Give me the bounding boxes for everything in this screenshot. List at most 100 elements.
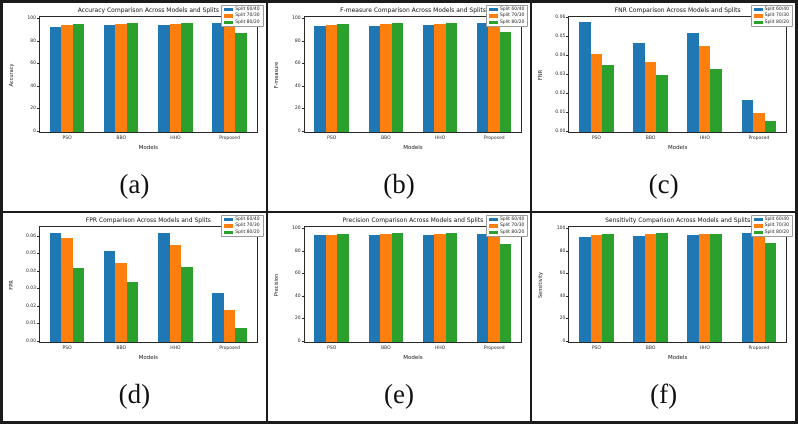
bar-split-80-20 [181, 266, 193, 342]
chart-fnr: FNR Comparison Across Models and Splits … [532, 3, 795, 161]
bar-group [305, 17, 359, 132]
legend-label: Split 80/20 [499, 229, 525, 235]
y-tick-label: 60 [30, 61, 36, 67]
bar-split-80-20 [499, 243, 512, 342]
y-axis-label: FNR [538, 69, 545, 80]
x-tick-label: PSO [591, 345, 601, 351]
legend-swatch [488, 224, 498, 228]
chart-title: FNR Comparison Across Models and Splits [614, 7, 741, 14]
y-tick-mark [37, 85, 40, 87]
y-tick-label: 40 [30, 83, 36, 89]
legend-swatch [488, 14, 498, 18]
bar-split-80-20 [337, 24, 349, 132]
y-tick-mark [37, 270, 40, 272]
bar-group [94, 17, 148, 132]
bar-split-80-20 [391, 232, 404, 342]
bar-split-60-40 [476, 233, 489, 342]
bar-split-70-30 [644, 61, 657, 132]
bar-split-80-20 [126, 22, 139, 132]
bar-split-80-20 [602, 65, 614, 132]
x-tick-label: PSO [591, 135, 601, 141]
bar-split-60-40 [687, 33, 699, 132]
legend-entry: Split 60/40 [224, 7, 260, 12]
bar-split-60-40 [49, 26, 62, 132]
legend: Split 60/40 Split 70/30 Split 80/20 [485, 5, 529, 28]
panel-a: Accuracy Comparison Across Models and Sp… [2, 2, 267, 212]
legend-label: Split 70/30 [499, 223, 525, 229]
y-tick-mark [566, 250, 570, 252]
legend-swatch [488, 7, 498, 12]
legend-entry: Split 80/20 [488, 229, 525, 235]
chart-title: Accuracy Comparison Across Models and Sp… [77, 7, 219, 14]
y-tick-label: 0.02 [25, 303, 36, 309]
y-tick-mark [37, 323, 40, 325]
bar-split-80-20 [235, 327, 247, 342]
y-tick-mark [566, 16, 570, 18]
y-tick-mark [301, 85, 305, 87]
bar-group [467, 17, 521, 132]
chart-f-measure: F-measure Comparison Across Models and S… [268, 3, 531, 161]
x-tick-label: PSO [327, 135, 337, 141]
bar-split-60-40 [741, 233, 754, 342]
bar-split-80-20 [710, 69, 722, 132]
x-tick-label: BBO [381, 135, 391, 141]
legend-entry: Split 70/30 [753, 223, 789, 229]
bar-split-60-40 [422, 25, 435, 132]
bar-split-70-30 [325, 234, 338, 342]
y-tick-label: 20 [294, 106, 301, 112]
bar-split-60-40 [633, 236, 645, 342]
y-tick-label: 0 [33, 129, 36, 134]
bar-split-80-20 [235, 32, 247, 132]
x-tick-label: PSO [62, 345, 72, 351]
x-tick-label: HHO [170, 135, 181, 141]
bar-group [732, 17, 786, 132]
legend-label: Split 60/40 [764, 7, 789, 12]
y-axis-label: FPR [9, 279, 15, 290]
y-tick-mark [37, 305, 40, 307]
bar-split-70-30 [644, 234, 657, 342]
bar-group [569, 227, 623, 342]
legend-entry: Split 70/30 [488, 223, 525, 229]
bar-split-70-30 [380, 234, 392, 342]
legend-entry: Split 70/30 [224, 13, 260, 18]
y-tick-mark [566, 273, 570, 275]
legend-label: Split 70/30 [764, 223, 789, 229]
x-axis-label: Models [138, 355, 159, 361]
bar-split-70-30 [325, 24, 338, 132]
chart-title: Sensitivity Comparison Across Models and… [605, 217, 751, 224]
bar-split-80-20 [337, 234, 349, 342]
bar-split-80-20 [445, 232, 458, 342]
bar-split-70-30 [698, 46, 711, 132]
panel-caption: (f) [650, 378, 678, 409]
legend: Split 60/40 Split 70/30 Split 80/20 [221, 215, 264, 238]
x-tick-label: Proposed [483, 135, 505, 141]
panel-b: F-measure Comparison Across Models and S… [266, 2, 532, 212]
y-tick-mark [301, 318, 305, 320]
legend-swatch [753, 20, 763, 25]
bar-group [305, 227, 359, 342]
y-tick-mark [37, 131, 40, 132]
chart-title: F-measure Comparison Across Models and S… [340, 7, 486, 14]
panel-d: FPR Comparison Across Models and Splits … [2, 212, 267, 422]
y-tick-label: 40 [294, 83, 301, 89]
bar-split-80-20 [445, 23, 458, 132]
bar-group [732, 227, 786, 342]
chart-title: Precision Comparison Across Models and S… [342, 217, 484, 224]
bar-group [678, 17, 732, 132]
legend-label: Split 70/30 [764, 13, 789, 19]
y-axis-label: F-measure [273, 61, 280, 88]
bar-split-70-30 [698, 234, 711, 342]
bar-split-70-30 [115, 263, 127, 342]
y-tick-label: 80 [559, 248, 566, 254]
bar-split-80-20 [126, 282, 139, 342]
y-tick-label: 80 [294, 248, 301, 254]
y-tick-label: 0.03 [555, 71, 566, 77]
y-tick-label: 0.00 [555, 129, 566, 134]
bar-group [359, 17, 413, 132]
y-tick-mark [301, 131, 305, 132]
legend-label: Split 60/40 [499, 7, 525, 12]
bar-split-70-30 [488, 22, 500, 132]
bar-split-70-30 [434, 24, 446, 132]
x-tick-label: BBO [381, 345, 391, 351]
